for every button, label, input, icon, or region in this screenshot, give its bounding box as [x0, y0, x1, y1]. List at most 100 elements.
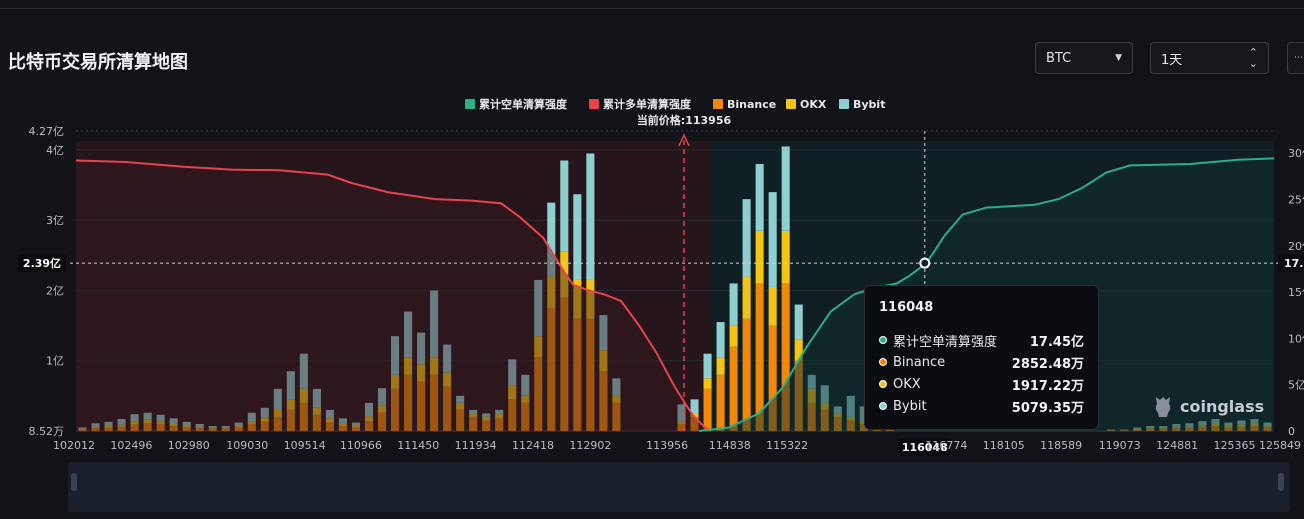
- bar-okx: [104, 426, 113, 428]
- bar-binance: [208, 428, 217, 431]
- tooltip-label: 累计空单清算强度: [893, 334, 998, 350]
- x-tick-label: 109030: [226, 439, 268, 452]
- bar-bybit: [338, 418, 347, 424]
- crosshair-right-label: 17.45亿: [1284, 256, 1304, 270]
- bar-okx: [586, 279, 595, 319]
- x-tick-label: 111450: [397, 439, 439, 452]
- crosshair-point: [919, 257, 931, 269]
- bar-binance: [521, 402, 530, 431]
- bar-okx: [169, 423, 178, 427]
- bar-binance: [495, 418, 504, 431]
- bar-binance: [703, 388, 712, 431]
- tooltip-value: 17.45亿: [1029, 334, 1084, 350]
- bar-bybit: [351, 422, 361, 427]
- bar-binance: [742, 318, 751, 431]
- bar-binance: [677, 423, 686, 431]
- y-left-tick-label: 4亿: [46, 144, 64, 157]
- bar-okx: [612, 395, 621, 403]
- bar-okx: [768, 286, 777, 326]
- bar-binance: [364, 421, 374, 431]
- y-right-tick-label: 20亿: [1288, 240, 1304, 253]
- current-price-arrow-icon: [678, 133, 690, 147]
- legend-swatch: [713, 99, 723, 109]
- coinglass-watermark: coinglass: [1152, 394, 1264, 418]
- tooltip-title: 116048: [879, 300, 934, 315]
- coin-select[interactable]: BTC ▼: [1035, 42, 1133, 74]
- x-tick-label: 116774: [925, 439, 967, 452]
- scrollbar-left-handle[interactable]: [71, 473, 77, 491]
- bar-okx: [508, 385, 517, 400]
- tooltip-label: Binance: [893, 354, 946, 370]
- range-scrollbar[interactable]: [68, 462, 1290, 512]
- bar-binance: [690, 416, 699, 431]
- bar-bybit: [443, 344, 452, 373]
- bar-okx: [430, 357, 439, 375]
- bar-bybit: [325, 409, 334, 419]
- x-tick-label: 112902: [569, 439, 611, 452]
- bar-okx: [469, 413, 478, 417]
- bar-okx: [547, 276, 556, 309]
- x-tick-label: 124881: [1156, 439, 1198, 452]
- bar-okx: [143, 419, 152, 424]
- bar-okx: [195, 426, 204, 429]
- bar-bybit: [156, 414, 165, 422]
- bar-okx: [260, 417, 269, 422]
- bar-okx: [703, 378, 712, 389]
- y-right-tick-label: 25亿: [1288, 194, 1304, 207]
- more-options-button[interactable]: ⋯: [1287, 42, 1304, 74]
- bar-okx: [560, 251, 569, 298]
- x-tick-label: 119073: [1099, 439, 1141, 452]
- x-tick-label: 125365: [1213, 439, 1255, 452]
- y-left-tick-label: 8.52万: [29, 425, 65, 438]
- tooltip-value: 1917.22万: [1011, 378, 1084, 394]
- bar-okx: [677, 421, 686, 424]
- chart-tooltip: 116048 累计空单清算强度 17.45亿 Binance 2852.48万 …: [864, 285, 1099, 430]
- y-left-tick-label: 3亿: [46, 214, 64, 227]
- bar-binance: [156, 423, 165, 431]
- legend-label: OKX: [800, 98, 827, 111]
- bar-bybit: [495, 409, 504, 415]
- bar-bybit: [390, 336, 400, 375]
- bar-bybit: [612, 378, 621, 396]
- bar-binance: [768, 325, 777, 431]
- bar-okx: [377, 405, 387, 413]
- bar-okx: [221, 428, 230, 429]
- tooltip-row-okx: OKX 1917.22万: [879, 373, 1084, 395]
- current-price-label: 当前价格:113956: [637, 113, 732, 127]
- bar-okx: [117, 424, 126, 427]
- bar-bybit: [117, 419, 126, 425]
- tooltip-label: OKX: [893, 376, 921, 392]
- short-dot-icon: [879, 336, 887, 344]
- page-title: 比特币交易所清算地图: [8, 52, 188, 73]
- bar-binance: [599, 371, 608, 431]
- bar-bybit: [143, 412, 152, 420]
- bar-bybit: [690, 399, 699, 414]
- bar-bybit: [260, 407, 269, 418]
- short-liquidation-line: [698, 157, 1275, 432]
- tooltip-row-binance: Binance 2852.48万: [879, 351, 1084, 373]
- bar-bybit: [755, 164, 764, 231]
- bar-okx: [273, 409, 282, 417]
- bar-binance: [560, 297, 569, 431]
- bar-bybit: [221, 426, 230, 429]
- bar-okx: [456, 402, 465, 410]
- bybit-dot-icon: [879, 402, 887, 410]
- bar-bybit: [130, 414, 139, 422]
- bar-okx: [247, 421, 256, 424]
- range-select[interactable]: 1天 ⌃ ⌄: [1150, 42, 1269, 74]
- bar-okx: [573, 279, 582, 319]
- crosshair-x-label-box: [898, 438, 951, 456]
- bar-okx: [404, 357, 413, 375]
- bar-bybit: [599, 315, 608, 351]
- x-tick-label: 112418: [512, 439, 554, 452]
- bar-okx: [534, 336, 543, 358]
- bar-bybit: [312, 388, 321, 408]
- bar-bybit: [508, 359, 517, 386]
- bar-bybit: [299, 353, 308, 389]
- scrollbar-right-handle[interactable]: [1278, 473, 1284, 491]
- bar-okx: [286, 399, 295, 410]
- bar-binance: [417, 381, 426, 431]
- bar-okx: [208, 428, 217, 429]
- bar-binance: [390, 388, 400, 431]
